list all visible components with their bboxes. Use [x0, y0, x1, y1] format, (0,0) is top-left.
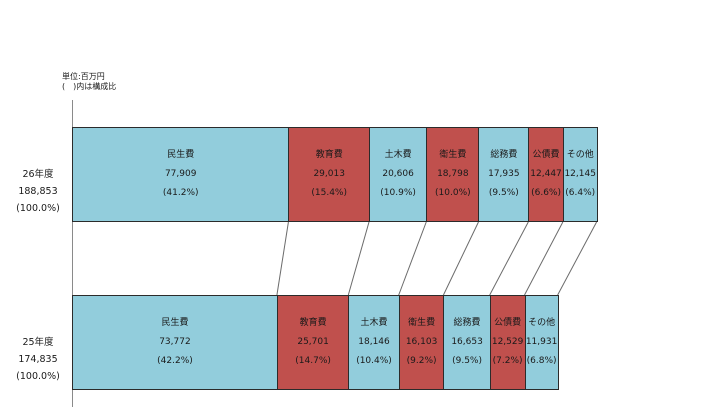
- segment-value: 12,447: [530, 169, 562, 179]
- segment-category: 民生費: [161, 318, 189, 328]
- segment-category: 土木費: [384, 150, 412, 160]
- bar-segment: その他 12,145 (6.4%): [562, 127, 598, 222]
- segment-value: 18,146: [358, 337, 390, 347]
- bar-segment: 衛生費 16,103 (9.2%): [398, 295, 445, 390]
- segment-value: 16,103: [405, 337, 438, 347]
- segment-category: 総務費: [453, 318, 481, 328]
- segment-percent: (6.8%): [526, 356, 557, 366]
- segment-value: 18,798: [437, 169, 469, 179]
- axis-line: [72, 100, 73, 407]
- segment-value: 20,606: [382, 169, 414, 179]
- bar-row-2025: 民生費 73,772 (42.2%) 教育費 25,701 (14.7%) 土木費 18,14…: [72, 295, 559, 390]
- connector-line: [442, 221, 479, 296]
- segment-percent: (9.5%): [452, 356, 482, 366]
- segment-value: 11,931: [525, 337, 558, 347]
- segment-percent: (6.4%): [565, 188, 596, 198]
- unit-note-line2: ( )内は構成比: [62, 82, 117, 91]
- row-total: 188,853: [18, 186, 58, 197]
- row-label-2025: 25年度 174,835 (100.0%): [5, 334, 71, 385]
- row-total-pct: (100.0%): [16, 203, 60, 214]
- segment-category: 衛生費: [439, 150, 467, 160]
- segment-value: 12,145: [564, 169, 596, 179]
- segment-category: 民生費: [167, 150, 195, 160]
- connector-line: [347, 221, 370, 296]
- segment-percent: (7.2%): [492, 356, 523, 366]
- segment-percent: (42.2%): [157, 356, 193, 366]
- segment-category: 公債費: [532, 150, 560, 160]
- segment-value: 12,529: [491, 337, 524, 347]
- segment-percent: (10.4%): [356, 356, 392, 366]
- connector-line: [557, 221, 598, 296]
- segment-category: 教育費: [315, 150, 343, 160]
- bar-segment: その他 11,931 (6.8%): [524, 295, 559, 390]
- unit-note: 単位:百万円 ( )内は構成比: [62, 72, 116, 92]
- row-total: 174,835: [18, 354, 58, 365]
- bar-segment: 民生費 77,909 (41.2%): [72, 127, 290, 222]
- row-year: 26年度: [22, 169, 54, 180]
- bar-segment: 衛生費 18,798 (10.0%): [426, 127, 480, 222]
- segment-value: 25,701: [297, 337, 329, 347]
- unit-note-line1: 単位:百万円: [62, 72, 105, 81]
- segment-percent: (6.6%): [531, 188, 561, 198]
- segment-percent: (14.7%): [295, 356, 331, 366]
- segment-category: 教育費: [299, 318, 327, 328]
- segment-percent: (9.2%): [406, 356, 437, 366]
- segment-value: 17,935: [488, 169, 520, 179]
- bar-segment: 土木費 20,606 (10.9%): [369, 127, 428, 222]
- bar-segment: 土木費 18,146 (10.4%): [348, 295, 400, 390]
- bar-segment: 総務費 17,935 (9.5%): [478, 127, 530, 222]
- connector-line: [276, 221, 289, 296]
- bar-segment: 公債費 12,529 (7.2%): [489, 295, 526, 390]
- segment-percent: (41.2%): [162, 188, 199, 198]
- bar-row-2026: 民生費 77,909 (41.2%) 教育費 29,013 (15.4%) 土木費 20,60…: [72, 127, 598, 222]
- segment-value: 77,909: [164, 169, 197, 179]
- segment-category: その他: [566, 150, 594, 160]
- segment-category: 公債費: [494, 318, 522, 328]
- connector-line: [489, 221, 529, 296]
- segment-value: 29,013: [313, 169, 345, 179]
- segment-percent: (9.5%): [488, 188, 519, 198]
- segment-value: 73,772: [159, 337, 191, 347]
- bar-segment: 公債費 12,447 (6.6%): [528, 127, 564, 222]
- bar-segment: 教育費 25,701 (14.7%): [276, 295, 350, 390]
- segment-percent: (10.0%): [435, 188, 471, 198]
- segment-category: 衛生費: [408, 318, 436, 328]
- bar-segment: 教育費 29,013 (15.4%): [288, 127, 370, 222]
- row-total-pct: (100.0%): [16, 371, 60, 382]
- row-year: 25年度: [22, 337, 54, 348]
- segment-percent: (15.4%): [311, 188, 347, 198]
- segment-category: 総務費: [490, 150, 518, 160]
- bar-segment: 民生費 73,772 (42.2%): [72, 295, 278, 390]
- row-label-2026: 26年度 188,853 (100.0%): [5, 166, 71, 217]
- bar-segment: 総務費 16,653 (9.5%): [443, 295, 491, 390]
- segment-category: その他: [528, 318, 556, 328]
- connector-line: [398, 221, 427, 296]
- connector-line: [524, 221, 564, 296]
- segment-category: 土木費: [360, 318, 388, 328]
- segment-value: 16,653: [451, 337, 483, 347]
- segment-percent: (10.9%): [380, 188, 416, 198]
